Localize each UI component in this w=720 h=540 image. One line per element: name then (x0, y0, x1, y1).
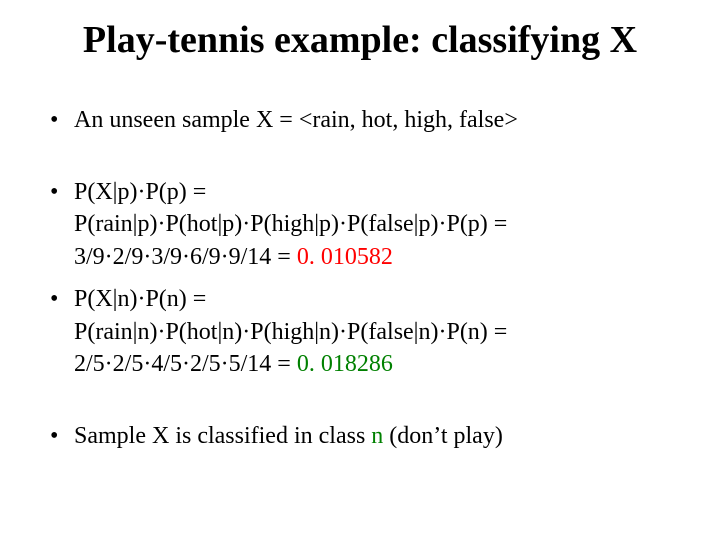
text-line: 2/5·2/5·4/5·2/5·5/14 = (74, 351, 297, 377)
text-line: P(X|n)·P(n) = (74, 286, 206, 312)
bullet-conclusion: Sample X is classified in class n (don’t… (46, 420, 680, 452)
text-line: Sample X is classified in class (74, 423, 371, 449)
bullet-posterior-n: P(X|n)·P(n) = P(rain|n)·P(hot|n)·P(high|… (46, 283, 680, 380)
text-line: 3/9·2/9·3/9·6/9·9/14 = (74, 244, 297, 270)
bullet-list: An unseen sample X = <rain, hot, high, f… (46, 104, 680, 453)
text-line: P(rain|n)·P(hot|n)·P(high|n)·P(false|n)·… (74, 319, 507, 345)
text-line: P(rain|p)·P(hot|p)·P(high|p)·P(false|p)·… (74, 211, 507, 237)
value-prob-p: 0. 010582 (297, 244, 393, 270)
value-prob-n: 0. 018286 (297, 351, 393, 377)
class-label: n (371, 423, 383, 449)
bullet-unseen-sample: An unseen sample X = <rain, hot, high, f… (46, 104, 680, 136)
text-line: P(X|p)·P(p) = (74, 179, 206, 205)
text-line: An unseen sample X = <rain, hot, high, f… (74, 107, 518, 133)
text-line: (don’t play) (383, 423, 503, 449)
slide: Play-tennis example: classifying X An un… (0, 0, 720, 540)
bullet-posterior-p: P(X|p)·P(p) = P(rain|p)·P(hot|p)·P(high|… (46, 176, 680, 273)
slide-title: Play-tennis example: classifying X (40, 18, 680, 64)
